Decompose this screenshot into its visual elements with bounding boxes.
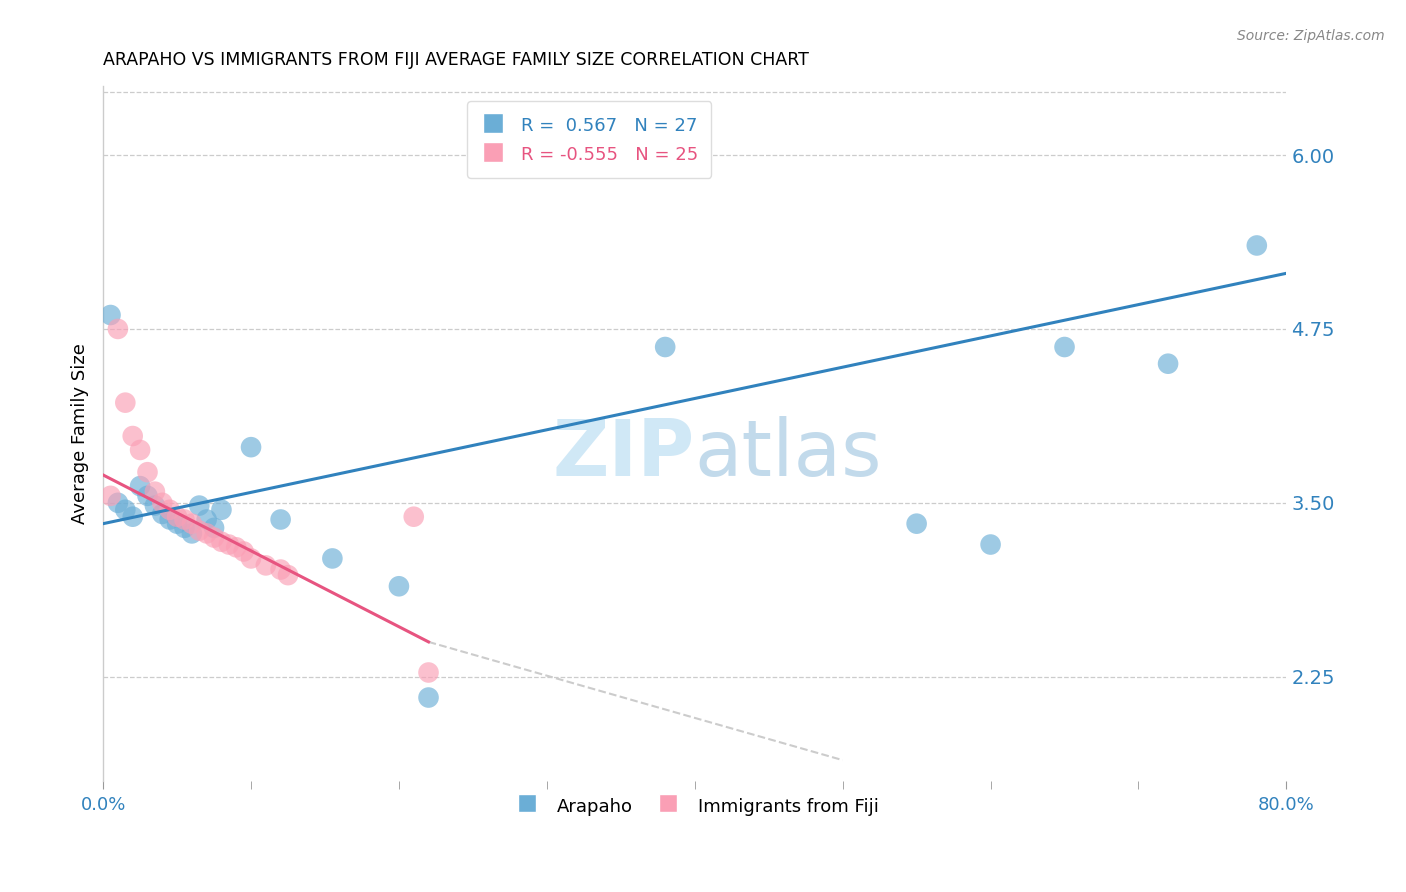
Text: ZIP: ZIP (553, 417, 695, 492)
Point (166, 516, 188, 531)
Point (270, 512, 292, 526)
Point (107, 496, 129, 510)
Point (270, 563, 292, 577)
Point (654, 340, 676, 354)
Point (218, 537, 240, 551)
Point (129, 442, 152, 457)
Point (136, 489, 159, 503)
Point (159, 512, 181, 526)
Point (143, 484, 166, 499)
Point (905, 516, 928, 531)
Point (100, 308, 122, 322)
Point (277, 568, 299, 582)
Point (980, 537, 1002, 551)
Point (1246, 238, 1268, 252)
Point (202, 531, 225, 545)
Point (321, 551, 343, 566)
Legend: Arapaho, Immigrants from Fiji: Arapaho, Immigrants from Fiji (503, 788, 886, 824)
Point (166, 509, 188, 524)
Point (143, 499, 166, 513)
Point (225, 541, 247, 555)
Point (232, 544, 254, 558)
Point (159, 502, 181, 516)
Point (114, 502, 136, 516)
Point (121, 429, 143, 443)
Point (254, 558, 277, 573)
Point (418, 665, 440, 680)
Point (418, 690, 440, 705)
Point (195, 512, 218, 526)
Point (150, 507, 173, 521)
Point (211, 502, 233, 516)
Point (211, 534, 233, 549)
Point (173, 512, 195, 526)
Point (188, 499, 211, 513)
Text: Source: ZipAtlas.com: Source: ZipAtlas.com (1237, 29, 1385, 43)
Point (1157, 357, 1180, 371)
Point (121, 509, 143, 524)
Point (240, 440, 263, 454)
Point (1053, 340, 1076, 354)
Point (136, 465, 159, 479)
Point (100, 489, 122, 503)
Point (114, 395, 136, 409)
Text: ARAPAHO VS IMMIGRANTS FROM FIJI AVERAGE FAMILY SIZE CORRELATION CHART: ARAPAHO VS IMMIGRANTS FROM FIJI AVERAGE … (103, 51, 808, 69)
Point (202, 521, 225, 535)
Point (188, 524, 211, 538)
Point (173, 521, 195, 535)
Y-axis label: Average Family Size: Average Family Size (72, 343, 89, 524)
Text: atlas: atlas (695, 417, 882, 492)
Point (180, 516, 202, 531)
Point (129, 479, 152, 493)
Point (402, 509, 425, 524)
Point (150, 496, 173, 510)
Point (180, 526, 202, 541)
Point (388, 579, 411, 593)
Point (107, 322, 129, 336)
Point (240, 551, 263, 566)
Point (195, 526, 218, 541)
